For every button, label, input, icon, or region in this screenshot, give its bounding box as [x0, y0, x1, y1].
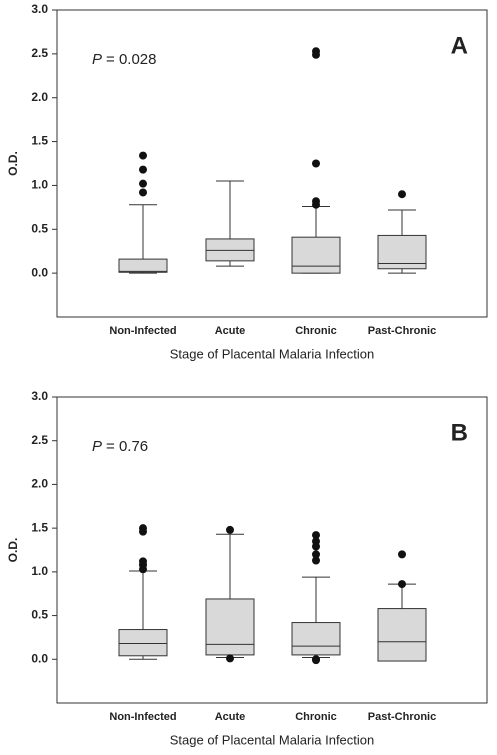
- y-tick-label: 3.0: [31, 389, 48, 403]
- plot-frame: [56, 9, 488, 318]
- box: [291, 622, 341, 656]
- y-tick-label: 2.0: [31, 90, 48, 104]
- annotation-value: = 0.76: [106, 438, 148, 455]
- y-tick-label: 1.0: [31, 178, 48, 192]
- outlier: [312, 656, 320, 665]
- y-tick-label: 2.0: [31, 477, 48, 491]
- outlier: [312, 159, 320, 168]
- outlier: [398, 190, 406, 199]
- annotation-value: = 0.028: [106, 51, 156, 68]
- outlier: [139, 165, 147, 174]
- x-tick-label: Past-Chronic: [368, 325, 436, 337]
- x-axis-label: Stage of Placental Malaria Infection: [170, 732, 375, 747]
- outlier: [139, 151, 147, 160]
- annotation: P = 0.76: [92, 438, 148, 455]
- x-tick-label: Past-Chronic: [368, 711, 436, 723]
- y-axis-label: O.D.: [6, 151, 20, 176]
- plot-frame: [56, 396, 488, 704]
- outlier: [398, 550, 406, 559]
- box: [377, 608, 427, 662]
- x-tick-label: Chronic: [295, 711, 337, 723]
- y-tick-label: 2.5: [31, 433, 48, 447]
- x-tick-label: Acute: [215, 325, 246, 337]
- outlier: [398, 580, 406, 589]
- box: [291, 236, 341, 274]
- y-tick-label: 2.5: [31, 46, 48, 60]
- panel-label: A: [451, 32, 468, 59]
- x-tick-label: Acute: [215, 711, 246, 723]
- outlier: [312, 556, 320, 565]
- y-tick-label: 1.5: [31, 134, 48, 148]
- outlier: [312, 537, 320, 546]
- y-tick-label: 0.5: [31, 221, 48, 235]
- y-tick-label: 0.0: [31, 651, 48, 665]
- x-tick-label: Chronic: [295, 325, 337, 337]
- y-tick-label: 1.5: [31, 520, 48, 534]
- y-tick-label: 3.0: [31, 2, 48, 16]
- box: [118, 629, 168, 657]
- x-tick-label: Non-Infected: [109, 711, 176, 723]
- panel-label: B: [451, 419, 468, 446]
- outlier: [312, 197, 320, 206]
- outlier: [139, 557, 147, 566]
- y-tick-label: 0.0: [31, 265, 48, 279]
- y-axis-label: O.D.: [6, 538, 20, 563]
- y-tick-label: 1.0: [31, 564, 48, 578]
- outlier: [312, 47, 320, 56]
- outlier: [139, 188, 147, 197]
- annotation: P = 0.028: [92, 51, 156, 68]
- outlier: [312, 550, 320, 559]
- box: [118, 258, 168, 273]
- outlier: [312, 531, 320, 540]
- annotation-variable: P: [92, 51, 102, 68]
- x-axis-label: Stage of Placental Malaria Infection: [170, 346, 375, 361]
- x-tick-label: Non-Infected: [109, 325, 176, 337]
- annotation-variable: P: [92, 438, 102, 455]
- y-tick-label: 0.5: [31, 608, 48, 622]
- outlier: [226, 525, 234, 534]
- outlier: [139, 524, 147, 533]
- box: [205, 598, 255, 656]
- outlier: [139, 179, 147, 188]
- outlier: [226, 654, 234, 663]
